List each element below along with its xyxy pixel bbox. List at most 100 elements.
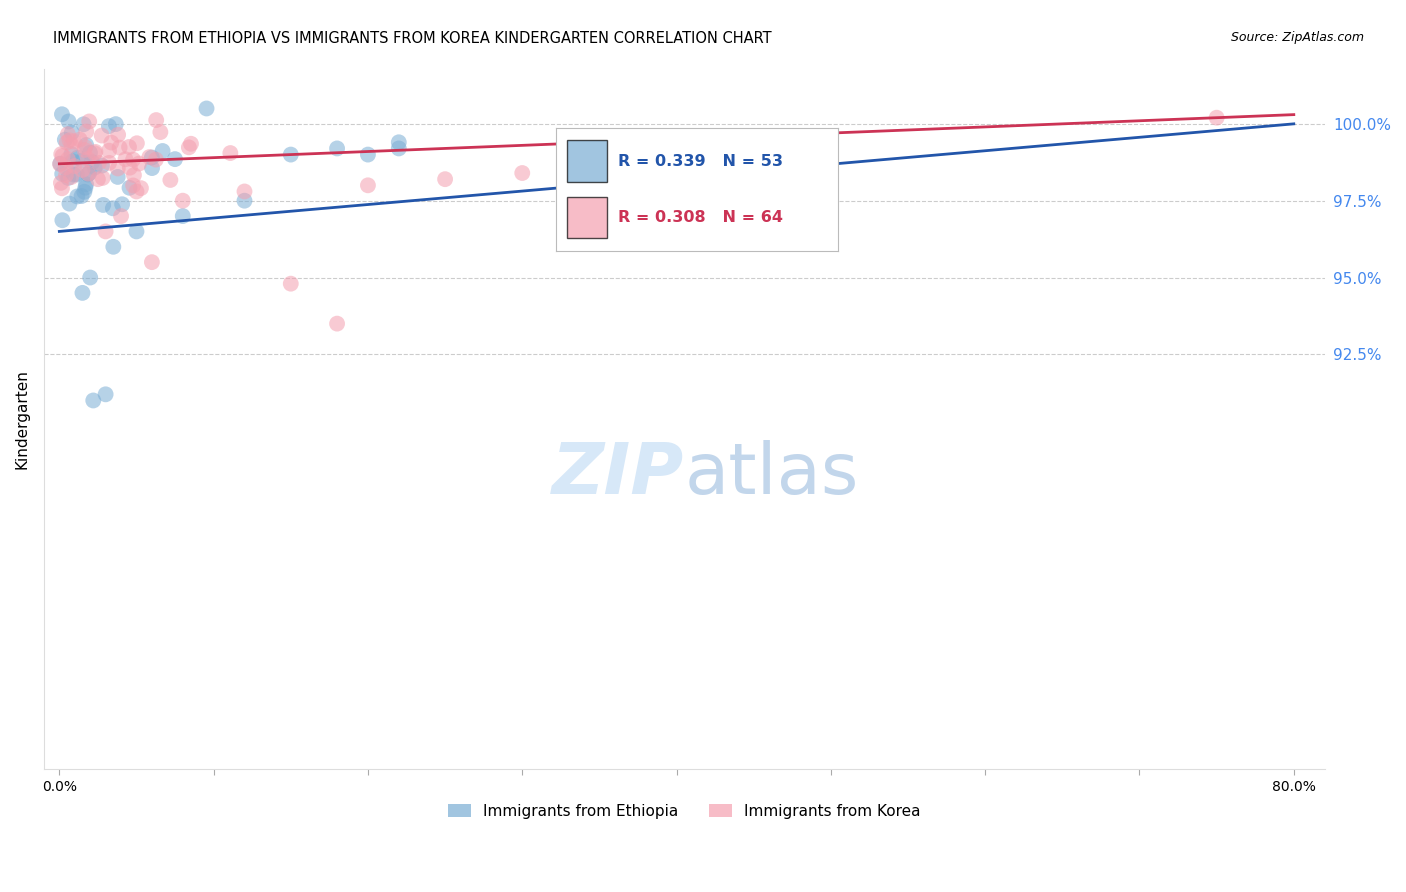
Point bbox=[110, 209, 132, 223]
Point bbox=[63, 134, 86, 148]
Point bbox=[91, 159, 114, 173]
Point bbox=[125, 136, 148, 151]
Point bbox=[107, 161, 129, 176]
Point bbox=[91, 170, 114, 185]
Point bbox=[49, 156, 72, 170]
Point bbox=[56, 127, 79, 141]
Point bbox=[149, 125, 172, 139]
Point bbox=[87, 156, 110, 170]
Point bbox=[51, 167, 73, 181]
Point bbox=[75, 140, 97, 154]
Point bbox=[66, 151, 89, 165]
Point bbox=[66, 189, 89, 203]
Point bbox=[510, 166, 533, 180]
Point bbox=[145, 113, 167, 128]
Point bbox=[108, 140, 131, 154]
Point bbox=[141, 161, 163, 175]
Point bbox=[163, 152, 186, 166]
Point bbox=[69, 132, 91, 146]
Point bbox=[72, 285, 94, 300]
Point bbox=[79, 145, 101, 160]
Point bbox=[55, 168, 77, 182]
Point bbox=[172, 194, 194, 208]
Point bbox=[75, 124, 97, 138]
Point bbox=[60, 126, 83, 140]
Point bbox=[94, 387, 117, 401]
Point bbox=[56, 153, 79, 167]
Point bbox=[129, 181, 152, 195]
Point bbox=[159, 173, 181, 187]
Point bbox=[75, 178, 97, 192]
Point bbox=[83, 161, 105, 175]
Point bbox=[98, 156, 121, 170]
Point bbox=[79, 270, 101, 285]
Point bbox=[114, 153, 136, 167]
Text: atlas: atlas bbox=[685, 441, 859, 509]
Point bbox=[122, 168, 145, 182]
Point bbox=[125, 185, 148, 199]
Point bbox=[58, 114, 80, 128]
Text: IMMIGRANTS FROM ETHIOPIA VS IMMIGRANTS FROM KOREA KINDERGARTEN CORRELATION CHART: IMMIGRANTS FROM ETHIOPIA VS IMMIGRANTS F… bbox=[53, 31, 772, 46]
Point bbox=[138, 150, 160, 164]
Point bbox=[77, 152, 100, 166]
Point bbox=[172, 209, 194, 223]
Point bbox=[82, 393, 104, 408]
Point bbox=[118, 161, 141, 175]
Point bbox=[60, 138, 83, 153]
Point bbox=[180, 136, 202, 151]
Point bbox=[77, 166, 100, 180]
Point bbox=[77, 114, 100, 128]
Point bbox=[73, 185, 96, 199]
Point bbox=[73, 143, 96, 157]
Point bbox=[60, 147, 83, 161]
Point bbox=[100, 136, 122, 150]
Point bbox=[91, 198, 114, 212]
Point bbox=[388, 136, 411, 150]
Point bbox=[49, 176, 72, 190]
Point bbox=[128, 156, 150, 170]
Point bbox=[326, 141, 349, 155]
Point bbox=[94, 224, 117, 238]
Point bbox=[357, 147, 380, 161]
Point bbox=[82, 155, 104, 169]
Point bbox=[90, 128, 112, 143]
Point bbox=[62, 154, 84, 169]
Point bbox=[63, 159, 86, 173]
Point bbox=[219, 146, 242, 161]
Point bbox=[122, 178, 145, 193]
Point bbox=[51, 107, 73, 121]
Point bbox=[122, 153, 145, 167]
Point bbox=[280, 277, 302, 291]
Point bbox=[75, 138, 97, 153]
Point bbox=[357, 178, 380, 193]
Point bbox=[125, 224, 148, 238]
Point bbox=[51, 213, 73, 227]
Point bbox=[434, 172, 457, 186]
Legend: Immigrants from Ethiopia, Immigrants from Korea: Immigrants from Ethiopia, Immigrants fro… bbox=[441, 797, 927, 825]
Point bbox=[280, 147, 302, 161]
Text: ZIP: ZIP bbox=[553, 441, 685, 509]
Point bbox=[75, 180, 97, 194]
Point bbox=[118, 140, 141, 154]
Point bbox=[55, 161, 77, 175]
Point bbox=[77, 168, 100, 182]
Point bbox=[388, 141, 411, 155]
Y-axis label: Kindergarten: Kindergarten bbox=[15, 369, 30, 469]
Point bbox=[70, 189, 93, 203]
Point bbox=[49, 157, 72, 171]
Text: Source: ZipAtlas.com: Source: ZipAtlas.com bbox=[1230, 31, 1364, 45]
Point bbox=[107, 169, 129, 184]
Point bbox=[101, 202, 124, 216]
Point bbox=[177, 140, 200, 154]
Point bbox=[66, 168, 89, 182]
Point bbox=[97, 119, 120, 133]
Point bbox=[104, 117, 127, 131]
Point bbox=[195, 102, 218, 116]
Point bbox=[1205, 111, 1227, 125]
Point bbox=[141, 255, 163, 269]
Point bbox=[51, 147, 73, 161]
Point bbox=[84, 145, 107, 159]
Point bbox=[52, 149, 75, 163]
Point bbox=[107, 128, 129, 142]
Point bbox=[60, 170, 83, 185]
